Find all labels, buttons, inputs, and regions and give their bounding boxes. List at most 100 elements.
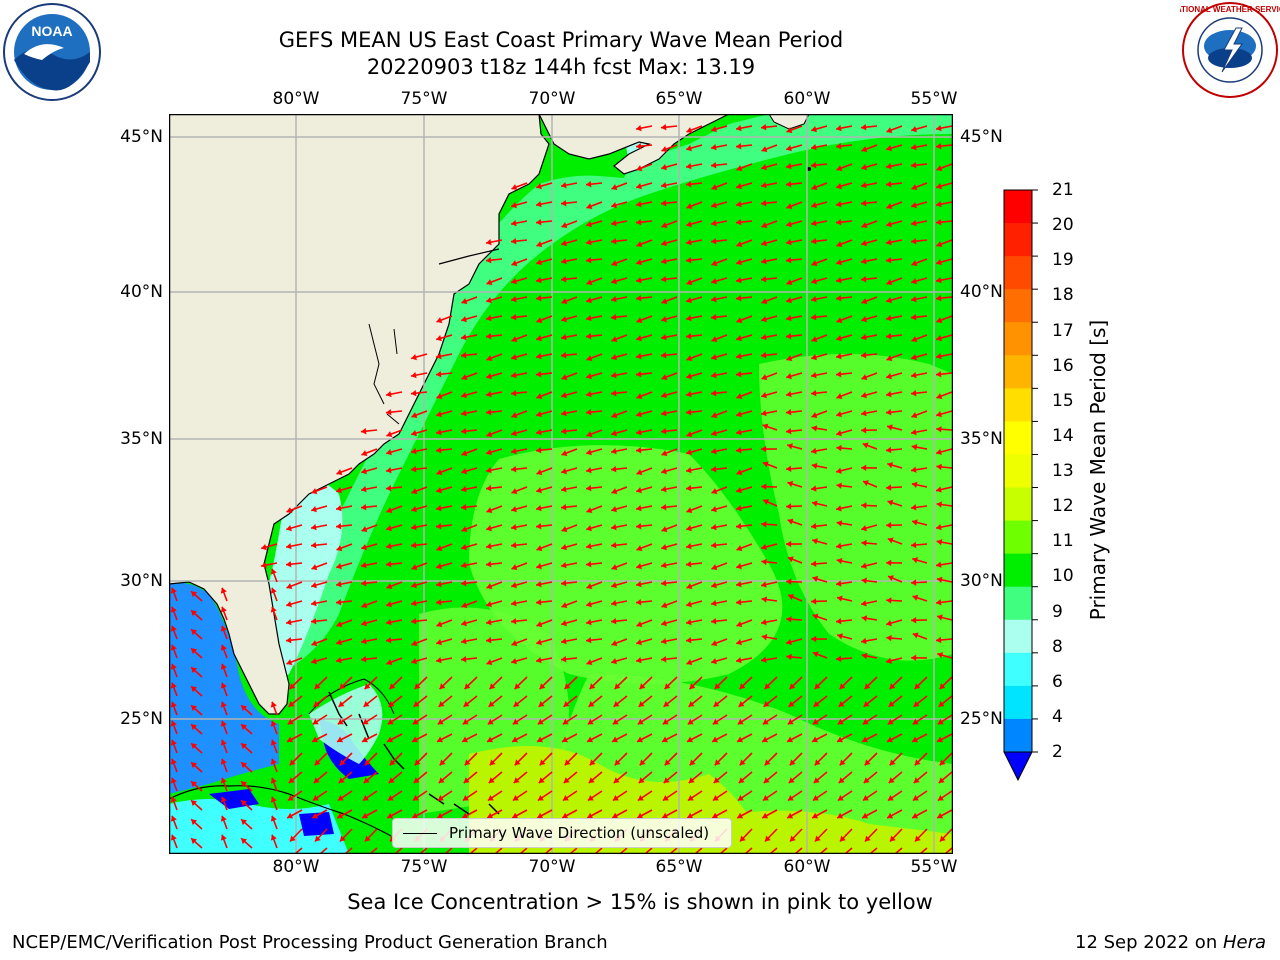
wave-arrow-head [586, 618, 592, 626]
wave-arrow-head [661, 240, 667, 247]
wave-arrow-head [191, 667, 198, 674]
wave-arrow-head [936, 276, 942, 284]
wave-arrow-head [512, 718, 519, 725]
wave-arrow-head [711, 640, 718, 647]
wave-arrow-head [386, 583, 393, 590]
wave-arrow-head [787, 518, 794, 525]
wave-arrow-head [511, 640, 518, 647]
wave-arrow-head [270, 796, 277, 803]
wave-arrow-head [711, 371, 717, 379]
wave-arrow-head [386, 618, 392, 626]
wave-arrow-head [463, 777, 470, 783]
wave-arrow-head [220, 815, 227, 822]
wave-arrow-head [836, 276, 842, 284]
wave-arrow-head [413, 777, 420, 783]
wave-arrow-head [513, 701, 520, 707]
footer-producer: NCEP/EMC/Verification Post Processing Pr… [12, 932, 608, 953]
wave-arrow-head [636, 352, 642, 360]
wave-arrow-head [761, 240, 767, 247]
wave-arrow-head [511, 430, 517, 437]
wave-arrow-head [486, 618, 492, 626]
wave-arrow-head [786, 638, 792, 646]
wave-arrow-head [561, 526, 568, 533]
wave-arrow-head [711, 295, 717, 303]
wave-arrow-head [462, 736, 469, 743]
wave-arrow-head [536, 241, 543, 248]
wave-arrow-head [563, 701, 570, 707]
wave-arrow-head [836, 557, 843, 565]
wave-arrow-head [287, 812, 294, 819]
wave-arrow-head [487, 812, 494, 819]
wave-arrow-head [736, 446, 742, 454]
wave-arrow-head [438, 701, 445, 707]
wave-arrow-head [537, 736, 544, 743]
wave-arrow-head [911, 237, 917, 245]
wave-arrow-head [511, 564, 518, 571]
wave-arrow-head [886, 279, 893, 286]
wave-arrow-head [611, 412, 618, 419]
wave-arrow-head [220, 834, 227, 841]
wave-arrow-head [686, 162, 692, 170]
wave-arrow-head [586, 636, 592, 644]
wave-arrow-head [487, 795, 494, 801]
wave-arrow-head [636, 393, 643, 400]
wave-arrow-head [536, 621, 543, 628]
wave-arrow-head [486, 355, 493, 362]
wave-arrow-head [811, 500, 818, 507]
wave-arrow-head [886, 620, 892, 627]
wave-arrow-head [511, 202, 517, 209]
wave-arrow-head [587, 795, 594, 801]
wave-arrow-head [838, 777, 845, 783]
wave-arrow-head [886, 221, 892, 228]
wave-arrow-head [486, 507, 493, 514]
period-patch-warm [729, 810, 953, 854]
wave-arrow-head [686, 127, 693, 134]
wave-arrow-head [786, 503, 792, 510]
wave-arrow-head [613, 777, 620, 783]
wave-arrow-head [786, 616, 792, 623]
wave-arrow-head [836, 183, 842, 190]
wave-arrow-head [836, 200, 842, 208]
wave-arrow-head [536, 183, 542, 190]
wave-arrow-head [861, 146, 868, 153]
colorbar-tick-label: 4 [1052, 706, 1063, 727]
wave-arrow-head [661, 620, 667, 627]
wave-arrow-head [486, 390, 492, 398]
chart-title: GEFS MEAN US East Coast Primary Wave Mea… [278, 28, 844, 52]
wave-arrow-head [611, 447, 617, 455]
wave-arrow-head [411, 599, 417, 607]
wave-arrow-head [336, 639, 342, 646]
chart-subtitle-run: 20220903 t18z 144h fcst Max: 13.19 [366, 55, 756, 79]
wave-arrow-head [561, 620, 567, 627]
wave-arrow-head [861, 240, 867, 247]
wave-arrow-head [811, 184, 818, 191]
wave-arrow-head [914, 835, 921, 842]
wave-arrow-head [761, 618, 767, 626]
wave-arrow-head [861, 316, 867, 323]
wave-arrow-head [738, 777, 745, 783]
wave-arrow-head [886, 522, 892, 529]
wave-arrow-head [911, 184, 918, 191]
wave-arrow-head [636, 656, 642, 664]
wave-arrow-head [461, 450, 468, 457]
wave-arrow-head [686, 297, 692, 304]
wave-arrow-head [170, 834, 177, 841]
wave-arrow-head [761, 316, 767, 323]
wave-arrow-head [437, 795, 444, 801]
wave-arrow-head [220, 587, 227, 594]
wave-arrow-head [886, 446, 892, 454]
wave-arrow-head [812, 812, 819, 819]
wave-arrow-head [589, 683, 596, 690]
wave-arrow-head [336, 487, 342, 494]
wave-arrow-head [711, 143, 717, 151]
wave-arrow-head [561, 275, 567, 283]
colorbar-tick-label: 14 [1052, 425, 1074, 446]
wave-arrow-head [836, 165, 843, 172]
wave-arrow-head [912, 795, 919, 801]
wave-arrow-head [489, 683, 496, 690]
wave-arrow-head [536, 563, 542, 570]
wave-arrow-head [712, 795, 719, 801]
wave-arrow-head [762, 812, 769, 819]
wave-arrow-head [686, 431, 693, 438]
wave-arrow-head [611, 260, 618, 267]
